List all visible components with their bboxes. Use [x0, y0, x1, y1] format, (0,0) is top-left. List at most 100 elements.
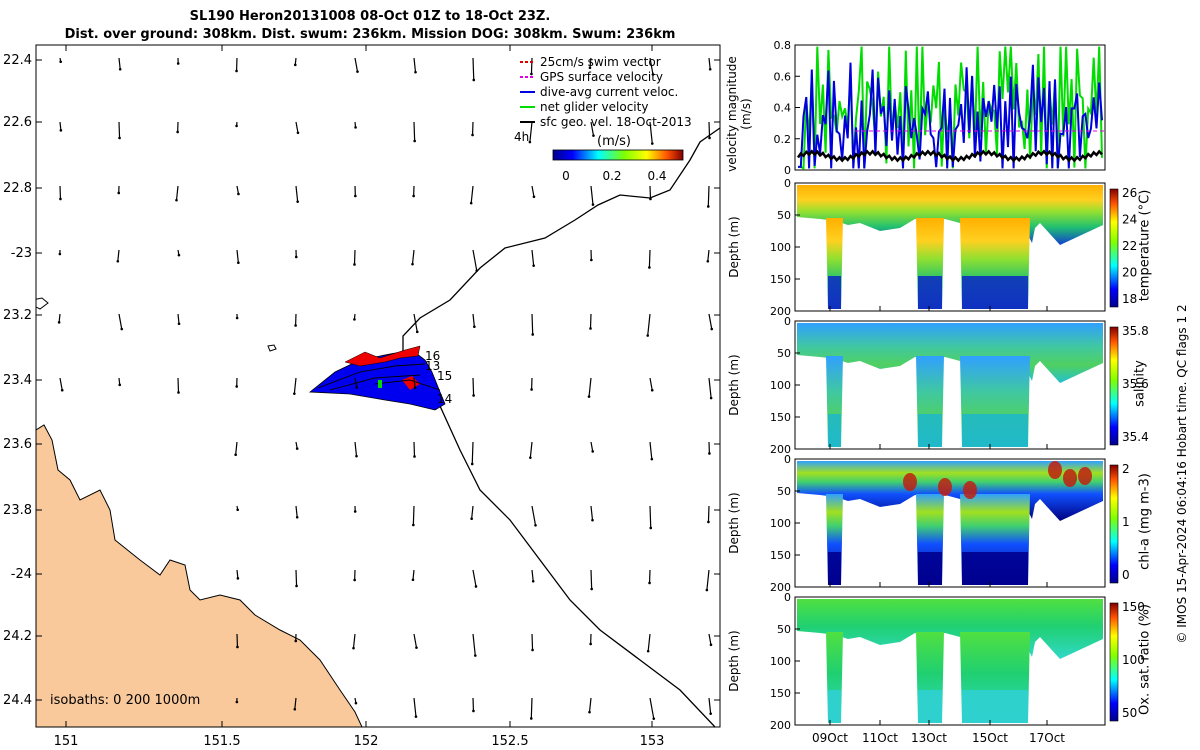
- lon-tick-label: 152: [354, 734, 379, 749]
- velocity-arrow-head: [237, 192, 240, 196]
- velocity-arrow-head: [414, 715, 418, 718]
- oxygen-depth-label: Depth (m): [727, 630, 741, 692]
- velocity-arrow-head: [352, 646, 355, 650]
- salinity-deep-data: [962, 414, 1028, 447]
- velocity-arrow-head: [590, 258, 593, 262]
- velocity-arrow-head: [589, 327, 592, 330]
- colorbar-tick-label: 24: [1122, 213, 1137, 227]
- velocity-arrow: [236, 569, 239, 579]
- velocity-arrow: [472, 313, 475, 327]
- island-outline: [267, 344, 277, 352]
- velocity-arrow: [413, 121, 416, 141]
- temperature-deep-data: [962, 276, 1028, 309]
- velocity-arrow-head: [295, 584, 298, 588]
- velocity-arrow-head: [236, 645, 239, 649]
- velocity-arrow-head: [355, 386, 359, 389]
- velocity-arrow-head: [59, 129, 63, 132]
- velocity-arrow: [589, 313, 592, 329]
- velocity-arrow: [413, 57, 417, 73]
- velocity-arrow: [118, 313, 123, 330]
- velocity-arrow-head: [58, 252, 62, 256]
- velocity-arrow: [531, 569, 534, 582]
- lat-tick-label: 24.4: [3, 693, 32, 708]
- velocity-ylabel: velocity magnitude (m/s): [725, 56, 753, 172]
- velocity-arrow-head: [591, 203, 595, 206]
- velocity-arrow-head: [652, 717, 656, 720]
- velocity-arrow-head: [412, 523, 415, 527]
- velocity-arrow: [59, 121, 62, 131]
- date-tick-label: 15Oct: [972, 731, 1008, 745]
- velocity-arrow-head: [591, 450, 595, 453]
- lon-tick-label: 152.5: [491, 734, 528, 749]
- depth-tick-label: 150: [770, 273, 791, 286]
- velocity-arrow-head: [118, 136, 121, 140]
- velocity-arrow-head: [177, 322, 181, 326]
- chla-high-patch: [938, 478, 952, 496]
- lat-tick-label: 22.4: [3, 53, 32, 68]
- chart-title-line-1: SL190 Heron20131008 08-Oct 01Z to 18-Oct…: [189, 9, 551, 24]
- salinity-colorbar: [1109, 326, 1119, 446]
- velocity-arrow-head: [474, 585, 478, 588]
- velocity-arrow-head: [708, 452, 711, 455]
- velocity-arrow-head: [530, 72, 533, 76]
- depth-tick-label: 150: [770, 411, 791, 424]
- salinity-colorbar-label: salinity: [1132, 360, 1148, 407]
- legend-entry: sfc geo. vel. 18-Oct-2013: [540, 115, 692, 129]
- depth-tick-label: 50: [777, 623, 791, 636]
- velocity-arrow: [589, 57, 592, 68]
- colorbar-tick-label: 35.8: [1122, 324, 1149, 338]
- velocity-arrow: [413, 313, 418, 332]
- velocity-arrow-head: [528, 140, 532, 144]
- colorbar-tick-label: 35.6: [1122, 377, 1149, 391]
- dive-avg-current-line: [798, 62, 1103, 169]
- colorbar-tick: 0: [562, 169, 570, 183]
- velocity-arrow: [295, 505, 298, 518]
- velocity-arrow: [413, 697, 417, 717]
- glider-net-velocity-mark: [378, 380, 382, 388]
- velocity-arrow-head: [176, 130, 179, 134]
- velocity-arrow-head: [472, 78, 476, 82]
- depth-tick-label: 200: [770, 305, 791, 318]
- velocity-arrow-head: [590, 587, 593, 591]
- velocity-arrow: [588, 697, 592, 713]
- velocity-arrow-head: [532, 195, 536, 199]
- legend-entry: 25cm/s swim vector: [540, 55, 661, 69]
- colorbar-tick-label: 35.4: [1122, 430, 1149, 444]
- velocity-arrow: [647, 313, 651, 336]
- velocity-arrow: [413, 377, 416, 388]
- velocity-arrow: [295, 121, 299, 133]
- velocity-arrow: [413, 441, 416, 457]
- velocity-arrow-head: [650, 388, 654, 392]
- colorbar-tick-label: 20: [1122, 266, 1137, 280]
- velocity-arrow-head: [59, 60, 62, 64]
- velocity-arrow-head: [235, 700, 239, 704]
- section-panels: 050100150200262422201805010015020035.835…: [770, 177, 1149, 732]
- temperature-colorbar: [1109, 188, 1119, 308]
- velocity-arrow: [531, 185, 535, 197]
- velocity-arrow: [293, 377, 297, 394]
- velocity-arrow-head: [650, 142, 654, 145]
- map-axis-ticks: 22.4 22.6 22.8 -23 23.2 23.4 23.6 23.8 -24 24.2 24…: [3, 45, 720, 749]
- velocity-arrow-head: [706, 259, 710, 263]
- velocity-arrow: [707, 505, 710, 522]
- depth-tick-label: 100: [770, 241, 791, 254]
- velocity-arrow-head: [415, 646, 418, 649]
- velocity-arrow-head: [413, 139, 416, 143]
- lat-tick-label: 22.6: [3, 115, 32, 130]
- velocity-arrow: [471, 441, 474, 464]
- colorbar-tick-label: 18: [1122, 292, 1137, 306]
- velocity-arrow-head: [412, 194, 415, 198]
- velocity-arrow: [472, 633, 476, 656]
- velocity-arrow-head: [591, 518, 594, 522]
- velocity-arrow: [708, 121, 711, 138]
- velocity-arrow-head: [530, 388, 533, 391]
- velocity-arrow: [58, 313, 61, 323]
- velocity-arrow: [529, 121, 533, 143]
- velocity-arrow-head: [354, 126, 357, 129]
- salinity-section: 0 50 100 150 200 35.8 35.6 35.4: [770, 315, 1149, 456]
- colorbar-tick-label: 1: [1122, 515, 1130, 529]
- velocity-arrow: [590, 505, 594, 521]
- velocity-arrow-head: [651, 73, 655, 76]
- velocity-arrow-head: [235, 69, 238, 73]
